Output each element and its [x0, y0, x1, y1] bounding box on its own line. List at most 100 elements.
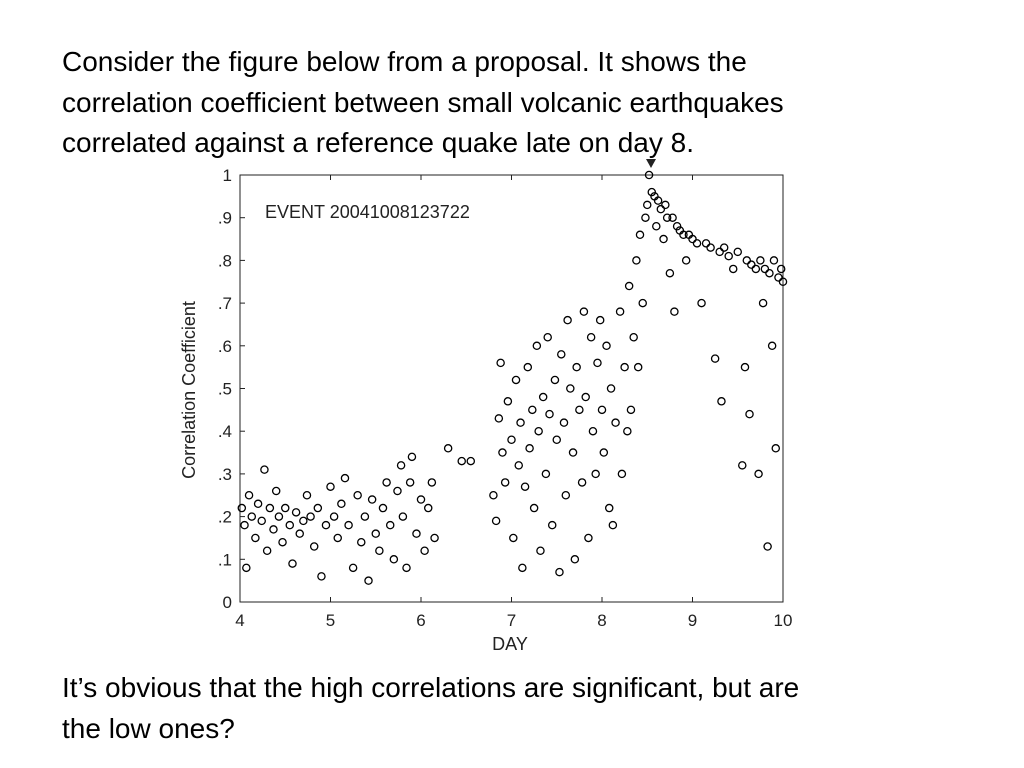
intro-text: Consider the figure below from a proposa… [62, 42, 784, 164]
scatter-point [728, 264, 738, 274]
scatter-point [520, 482, 530, 491]
scatter-point [715, 247, 724, 257]
scatter-point [317, 572, 326, 581]
scatter-point [697, 298, 706, 308]
scatter-point [599, 448, 609, 457]
scatter-point [398, 512, 408, 521]
x-tick-label: 5 [326, 611, 335, 630]
scatter-point [538, 392, 548, 402]
scatter-point [679, 230, 688, 240]
scatter-point [253, 499, 263, 509]
scatter-point [295, 529, 304, 538]
scatter-point [313, 503, 323, 513]
scatter-point [466, 456, 476, 466]
scatter-point [652, 221, 661, 231]
scatter-point [545, 409, 554, 419]
scatter-point [653, 196, 663, 205]
scatter-point [443, 444, 453, 453]
scatter-point [719, 243, 729, 252]
scatter-point [745, 409, 754, 419]
scatter-point [507, 435, 516, 444]
scatter-point [570, 555, 580, 564]
scatter-point [624, 281, 634, 291]
scatter-point [644, 170, 654, 180]
scatter-point [559, 418, 569, 427]
scatter-point [623, 426, 632, 436]
scatter-point [597, 405, 607, 415]
scatter-point [724, 251, 733, 261]
scatter-point [269, 525, 278, 534]
scatter-point [240, 520, 249, 530]
scatter-point [489, 490, 498, 500]
scatter-point [557, 350, 566, 359]
scatter-point [602, 341, 611, 351]
scatter-point [586, 333, 596, 342]
text-line: It’s obvious that the high correlations … [62, 672, 800, 703]
scatter-point [529, 503, 539, 513]
scatter-point [608, 520, 618, 530]
scatter-point [751, 264, 761, 274]
scatter-point [375, 546, 384, 556]
scatter-point [423, 503, 433, 513]
scatter-point [288, 559, 297, 568]
scatter-point [552, 435, 562, 444]
text-line: correlated against a reference quake lat… [62, 127, 694, 158]
scatter-point [396, 461, 406, 470]
scatter-point [733, 247, 743, 257]
scatter-point [662, 213, 672, 222]
scatter-point [457, 456, 466, 466]
scatter-point [430, 533, 439, 543]
scatter-point [528, 405, 537, 415]
y-tick-label: .1 [218, 550, 232, 569]
scatter-point [389, 555, 399, 564]
scatter-point [344, 520, 353, 530]
scatter-point [656, 204, 666, 214]
scatter-point [763, 542, 772, 551]
x-tick-label: 10 [774, 611, 793, 630]
scatter-point [407, 452, 417, 462]
scatter-point [550, 375, 560, 385]
scatter-point [595, 315, 605, 325]
scatter-point [717, 397, 726, 406]
scatter-point [561, 490, 571, 500]
scatter-point [620, 362, 629, 372]
text-line: Consider the figure below from a proposa… [62, 46, 747, 77]
y-tick-label: .7 [218, 294, 232, 313]
scatter-point [591, 469, 600, 479]
y-tick-label: 1 [223, 166, 232, 185]
scatter-point [509, 533, 518, 543]
scatter-point [242, 563, 251, 573]
scatter-point [491, 516, 501, 526]
text-line: the low ones? [62, 712, 235, 744]
scatter-point [638, 298, 647, 308]
scatter-point [661, 200, 670, 210]
scatter-point [635, 230, 645, 240]
scatter-point [659, 234, 668, 244]
scatter-point [321, 520, 331, 530]
scatter-point [534, 426, 543, 436]
scatter-point [771, 444, 781, 453]
scatter-point [260, 465, 269, 474]
scatter-point [588, 426, 598, 436]
scatter-point [291, 508, 301, 517]
y-axis-label: Correlation Coefficient [179, 301, 199, 479]
scatter-point [309, 542, 319, 551]
scatter-point [237, 503, 247, 513]
scatter-point [615, 307, 625, 316]
scatter-point [299, 516, 308, 526]
scatter-point [747, 260, 756, 269]
scatter-point [769, 256, 779, 265]
scatter-point [541, 469, 551, 479]
x-tick-label: 6 [416, 611, 425, 630]
scatter-point [416, 495, 426, 504]
scatter-point [378, 503, 388, 513]
scatter-point [767, 341, 777, 351]
scatter-point [514, 461, 523, 470]
scatter-point [360, 512, 370, 521]
scatter-point [393, 486, 402, 496]
scatter-point [774, 273, 783, 282]
scatter-point [701, 239, 711, 248]
scatter-point [306, 512, 315, 521]
x-tick-label: 8 [597, 611, 606, 630]
scatter-point [280, 503, 290, 513]
